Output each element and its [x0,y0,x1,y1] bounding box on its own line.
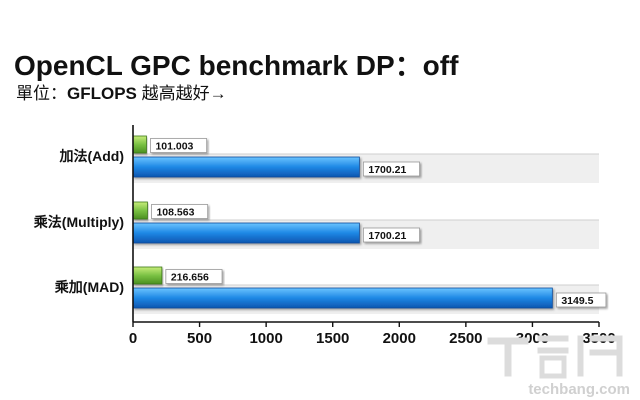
bar [132,156,360,178]
bar [132,201,148,220]
chart-subtitle: 單位：GFLOPS 越高越好→ [16,79,227,104]
data-label-box [150,138,208,153]
techbang-watermark-logo: techbang.com [487,335,630,398]
data-label: 1700.21 [368,230,406,242]
category-label: 乘加(MAD) [54,279,124,295]
category-labels: 加法(Add) 乘法(Multiply) 乘加(MAD) [33,148,124,295]
data-label: 101.003 [155,141,193,153]
bar [132,266,163,285]
x-tick-label: 500 [187,330,212,347]
x-tick-label: 0 [129,330,137,347]
category-label: 加法(Add) [58,148,124,164]
bars: 101.003 108.563 216.656 1700.21 1700.21 3149.… [132,135,607,309]
watermark-text: techbang.com [528,381,630,398]
band-upper [133,193,599,220]
data-label-box [555,292,607,308]
subtitle-prefix: 單位： [16,84,67,103]
x-tick-label: 2500 [449,330,482,347]
category-bands [133,127,599,314]
bar [132,222,360,244]
x-tick-label: 2000 [383,330,416,347]
data-label: 3149.5 [561,295,593,307]
subtitle-note: 越高越好→ [136,84,227,103]
data-label-box [151,204,209,219]
data-label: 1700.21 [368,164,406,176]
data-label-box [362,161,420,177]
bar [132,287,553,309]
subtitle-unit: GFLOPS [67,84,137,103]
data-label: 108.563 [156,207,194,219]
category-label: 乘法(Multiply) [33,214,124,230]
data-label: 216.656 [171,272,209,284]
data-label-box [165,269,223,284]
x-tick-label: 1500 [316,330,349,347]
bar [132,135,147,154]
band-upper [133,127,599,154]
chart-title: OpenCL GPC benchmark DP：off [14,50,459,81]
x-tick-label: 1000 [249,330,282,347]
data-label-box [362,227,420,243]
